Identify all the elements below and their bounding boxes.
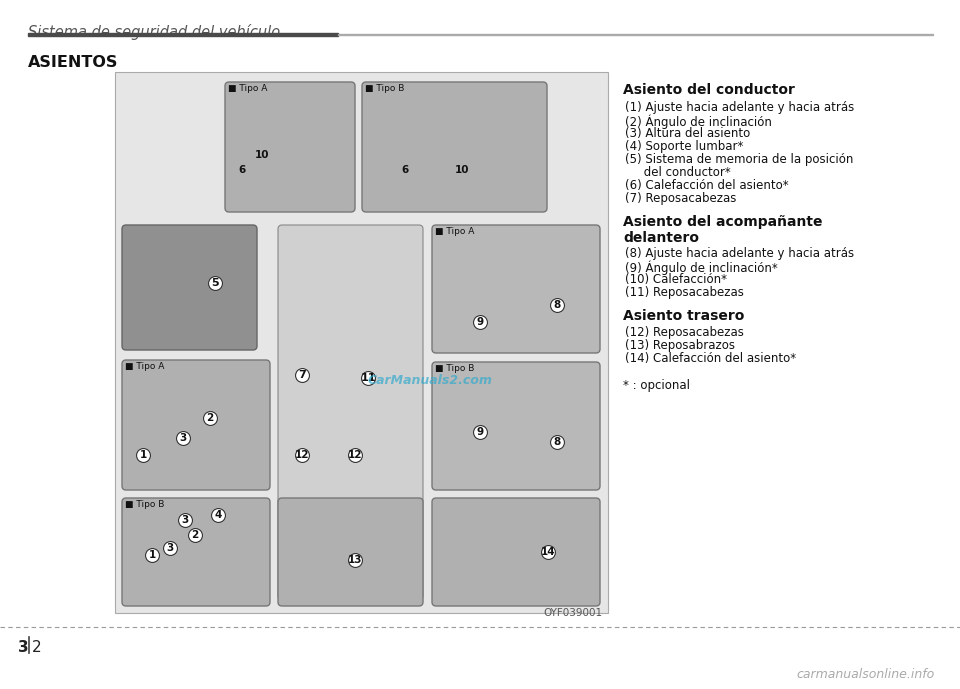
Text: (5) Sistema de memoria de la posición: (5) Sistema de memoria de la posición	[625, 153, 853, 166]
FancyBboxPatch shape	[122, 498, 270, 606]
Text: (14) Calefacción del asiento*: (14) Calefacción del asiento*	[625, 352, 796, 365]
FancyBboxPatch shape	[432, 362, 600, 490]
FancyBboxPatch shape	[122, 360, 270, 490]
Text: 3: 3	[166, 543, 174, 553]
Text: 13: 13	[348, 555, 362, 565]
Text: (11) Reposacabezas: (11) Reposacabezas	[625, 286, 744, 299]
Text: ■ Tipo B: ■ Tipo B	[365, 84, 404, 93]
Text: 3: 3	[181, 515, 188, 525]
Text: ■ Tipo A: ■ Tipo A	[125, 362, 164, 371]
Text: 8: 8	[553, 437, 561, 447]
Bar	[28, 32, 338, 36]
Text: (3) Altura del asiento: (3) Altura del asiento	[625, 127, 751, 140]
FancyBboxPatch shape	[278, 498, 423, 606]
FancyBboxPatch shape	[225, 82, 355, 212]
Text: (1) Ajuste hacia adelante y hacia atrás: (1) Ajuste hacia adelante y hacia atrás	[625, 101, 854, 114]
FancyBboxPatch shape	[278, 225, 423, 600]
Text: 9: 9	[476, 427, 484, 437]
Text: OYF039001: OYF039001	[544, 608, 603, 618]
Text: 8: 8	[553, 300, 561, 310]
Text: ■ Tipo A: ■ Tipo A	[435, 227, 474, 236]
Text: delantero: delantero	[623, 231, 699, 245]
Text: 10: 10	[254, 150, 269, 160]
Text: 12: 12	[348, 450, 362, 460]
Text: * : opcional: * : opcional	[623, 379, 690, 392]
Text: 2: 2	[206, 413, 214, 423]
Text: 10: 10	[455, 165, 469, 175]
FancyBboxPatch shape	[432, 225, 600, 353]
Text: 2: 2	[32, 640, 41, 655]
Text: 3: 3	[18, 640, 29, 655]
Text: Asiento del conductor: Asiento del conductor	[623, 83, 795, 97]
Text: 1: 1	[139, 450, 147, 460]
Text: 2: 2	[191, 530, 199, 540]
Text: 12: 12	[295, 450, 309, 460]
Text: 1: 1	[149, 550, 156, 560]
Text: (10) Calefacción*: (10) Calefacción*	[625, 273, 727, 286]
Text: Sistema de seguridad del vehículo: Sistema de seguridad del vehículo	[28, 24, 280, 40]
Text: 14: 14	[540, 547, 555, 557]
Text: (13) Reposabrazos: (13) Reposabrazos	[625, 339, 735, 352]
Text: 6: 6	[238, 165, 246, 175]
Text: Asiento trasero: Asiento trasero	[623, 309, 744, 323]
Text: 11: 11	[360, 373, 375, 383]
Bar	[115, 72, 608, 613]
Text: 4: 4	[214, 510, 222, 520]
FancyBboxPatch shape	[362, 82, 547, 212]
Bar	[338, 34, 933, 35]
Text: ■ Tipo B: ■ Tipo B	[435, 364, 474, 373]
Text: 3: 3	[180, 433, 186, 443]
Text: 6: 6	[401, 165, 409, 175]
Text: 5: 5	[211, 278, 219, 288]
Text: del conductor*: del conductor*	[625, 166, 731, 179]
Text: (8) Ajuste hacia adelante y hacia atrás: (8) Ajuste hacia adelante y hacia atrás	[625, 247, 854, 260]
Text: 7: 7	[299, 370, 306, 380]
FancyBboxPatch shape	[432, 498, 600, 606]
Text: (6) Calefacción del asiento*: (6) Calefacción del asiento*	[625, 179, 788, 192]
Text: carmanualsonline.info: carmanualsonline.info	[797, 668, 935, 681]
Text: CarManuals2.com: CarManuals2.com	[368, 373, 492, 387]
Text: (4) Soporte lumbar*: (4) Soporte lumbar*	[625, 140, 743, 153]
Text: (9) Ángulo de inclinación*: (9) Ángulo de inclinación*	[625, 260, 778, 274]
Text: Asiento del acompañante: Asiento del acompañante	[623, 215, 823, 229]
Text: 9: 9	[476, 317, 484, 327]
Text: ■ Tipo B: ■ Tipo B	[125, 500, 164, 509]
Text: (2) Ángulo de inclinación: (2) Ángulo de inclinación	[625, 114, 772, 129]
Text: (12) Reposacabezas: (12) Reposacabezas	[625, 326, 744, 339]
Text: ■ Tipo A: ■ Tipo A	[228, 84, 268, 93]
FancyBboxPatch shape	[122, 225, 257, 350]
Text: (7) Reposacabezas: (7) Reposacabezas	[625, 192, 736, 205]
Text: ASIENTOS: ASIENTOS	[28, 55, 118, 70]
